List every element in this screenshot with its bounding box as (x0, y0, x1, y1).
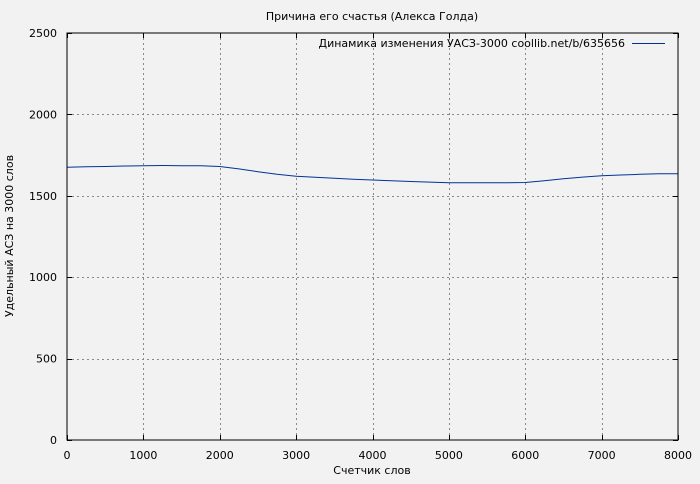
y-tick-label: 2000 (29, 108, 57, 121)
legend: Динамика изменения УАСЗ-3000 coollib.net… (319, 37, 665, 50)
y-tick-label: 1500 (29, 190, 57, 203)
y-tick-label: 2500 (29, 27, 57, 40)
y-axis-label: Удельный АСЗ на 3000 слов (3, 155, 16, 317)
series-layer (66, 164, 679, 184)
series-line (66, 164, 679, 184)
x-tick-label: 7000 (588, 449, 616, 462)
plot-area (67, 33, 678, 440)
chart-title: Причина его счастья (Алекса Голда) (266, 10, 478, 23)
grid-lines (67, 33, 678, 440)
y-tick-label: 500 (36, 353, 57, 366)
y-tick-label: 1000 (29, 271, 57, 284)
x-axis-label: Счетчик слов (333, 464, 410, 477)
legend-entry-label: Динамика изменения УАСЗ-3000 coollib.net… (319, 37, 626, 50)
x-tick-label: 8000 (664, 449, 692, 462)
axis-ticks: 0 1000 2000 3000 4000 5000 6000 7000 8000 0 500 100… (29, 27, 692, 462)
y-tick-label: 0 (50, 434, 57, 447)
x-tick-label: 0 (64, 449, 71, 462)
x-tick-label: 6000 (511, 449, 539, 462)
x-tick-label: 2000 (206, 449, 234, 462)
x-tick-label: 5000 (435, 449, 463, 462)
plot-frame (66, 32, 679, 441)
x-tick-label: 3000 (282, 449, 310, 462)
x-tick-label: 4000 (359, 449, 387, 462)
x-tick-label: 1000 (129, 449, 157, 462)
